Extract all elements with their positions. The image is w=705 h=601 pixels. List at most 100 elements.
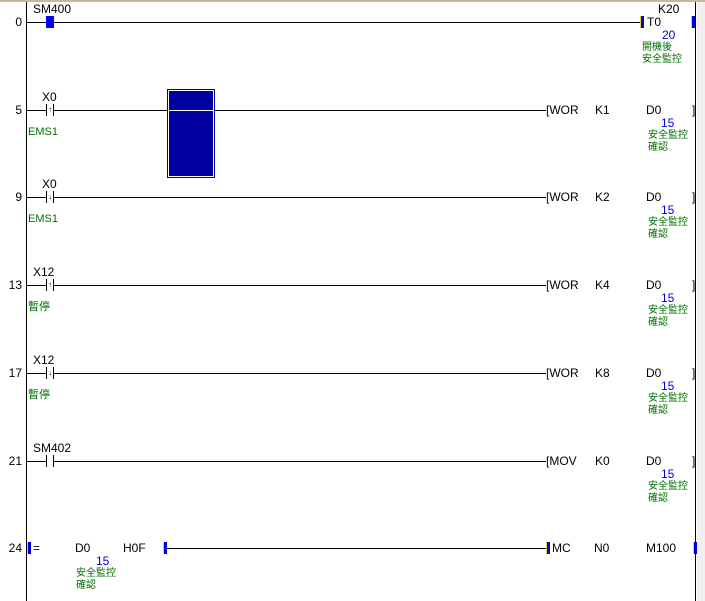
contact-comment: EMS1 bbox=[28, 213, 58, 225]
instruction-op[interactable]: [WOR bbox=[546, 190, 579, 204]
right-power-rail bbox=[695, 2, 696, 601]
device-comment: 安全監控 bbox=[648, 481, 688, 492]
device-comment: 安全監控 bbox=[642, 54, 682, 65]
rising-pulse-icon: ↑ bbox=[48, 280, 52, 289]
device-comment: 確認 bbox=[648, 493, 668, 504]
rung-5[interactable]: 5 X0 ↑ EMS1 [WOR K1 D0 ] 15 安全監控 確認 bbox=[0, 91, 705, 153]
current-value: 15 bbox=[661, 379, 675, 393]
falling-contact[interactable]: ↓ bbox=[46, 367, 54, 379]
rung-13[interactable]: 13 X12 ↑ 暫停 [WOR K4 D0 ] 15 安全監控 確認 bbox=[0, 266, 705, 328]
instruction-operand[interactable]: K2 bbox=[595, 190, 610, 204]
current-value: 20 bbox=[662, 28, 676, 42]
wire bbox=[167, 548, 546, 549]
instruction-operand[interactable]: D0 bbox=[646, 103, 662, 117]
contact-cursor[interactable] bbox=[46, 16, 54, 28]
vertical-scrollbar[interactable] bbox=[697, 2, 705, 601]
device-comment: 安全監控 bbox=[648, 305, 688, 316]
current-value: 15 bbox=[661, 116, 675, 130]
step-number: 17 bbox=[8, 366, 22, 380]
device-comment: 確認 bbox=[648, 142, 668, 153]
device-comment: 安全監控 bbox=[648, 217, 688, 228]
compare-operand-b[interactable]: H0F bbox=[123, 541, 146, 555]
falling-pulse-icon: ↓ bbox=[48, 192, 52, 201]
device-comment: 確認 bbox=[648, 317, 668, 328]
instruction-operand[interactable]: K8 bbox=[595, 366, 610, 380]
rung-17[interactable]: 17 X12 ↓ 暫停 [WOR K8 D0 ] 15 安全監控 確認 bbox=[0, 354, 705, 416]
instruction-op[interactable]: MC bbox=[552, 541, 571, 555]
step-number: 0 bbox=[15, 15, 22, 29]
current-value: 15 bbox=[661, 467, 675, 481]
coil-setting: K20 bbox=[658, 2, 680, 16]
device-comment: 確認 bbox=[648, 229, 668, 240]
rising-contact[interactable]: ↑ bbox=[46, 104, 54, 116]
device-comment: 安全監控 bbox=[76, 568, 116, 579]
instr-close-bracket: ] bbox=[692, 454, 696, 468]
compare-open-bracket bbox=[27, 542, 31, 554]
instruction-operand[interactable]: K1 bbox=[595, 103, 610, 117]
contact-label: X0 bbox=[42, 177, 57, 191]
normal-contact[interactable] bbox=[46, 455, 54, 467]
rung-21[interactable]: 21 SM402 [MOV K0 D0 ] 15 安全監控 確認 bbox=[0, 442, 705, 504]
device-comment: 安全監控 bbox=[648, 393, 688, 404]
step-number: 13 bbox=[8, 278, 22, 292]
contact-comment: 暫停 bbox=[28, 301, 50, 313]
wire bbox=[27, 285, 546, 286]
compare-close-bracket bbox=[163, 542, 167, 554]
step-number: 5 bbox=[15, 103, 22, 117]
wire bbox=[27, 22, 641, 23]
falling-pulse-icon: ↓ bbox=[48, 368, 52, 377]
instruction-op[interactable]: [MOV bbox=[546, 454, 577, 468]
wire bbox=[27, 373, 546, 374]
selection-cursor[interactable] bbox=[167, 89, 215, 178]
step-number: 9 bbox=[15, 190, 22, 204]
rung-0[interactable]: 0 SM400 T0 K20 20 開機後 安全監控 bbox=[0, 3, 705, 65]
device-comment: 開機後 bbox=[642, 42, 672, 53]
device-comment: 確認 bbox=[648, 405, 668, 416]
instruction-operand[interactable]: D0 bbox=[646, 278, 662, 292]
contact-label: SM402 bbox=[33, 441, 72, 455]
coil-close-bracket bbox=[691, 16, 695, 28]
instr-close-bracket bbox=[693, 542, 697, 554]
instruction-operand[interactable]: N0 bbox=[594, 541, 610, 555]
left-power-rail bbox=[26, 2, 27, 601]
instr-close-bracket: ] bbox=[692, 190, 696, 204]
wire bbox=[27, 110, 546, 111]
falling-contact[interactable]: ↓ bbox=[46, 191, 54, 203]
step-number: 24 bbox=[8, 541, 22, 555]
instruction-operand[interactable]: K4 bbox=[595, 278, 610, 292]
contact-label: X0 bbox=[42, 90, 57, 104]
wire bbox=[27, 197, 546, 198]
device-comment: 安全監控 bbox=[648, 130, 688, 141]
contact-label: X12 bbox=[33, 265, 55, 279]
instruction-operand[interactable]: D0 bbox=[646, 454, 662, 468]
instr-close-bracket: ] bbox=[692, 103, 696, 117]
rung-24[interactable]: 24 = D0 H0F 15 安全監控 確認 MC N0 M100 bbox=[0, 542, 705, 591]
rising-pulse-icon: ↑ bbox=[48, 105, 52, 114]
compare-operand-a[interactable]: D0 bbox=[75, 541, 91, 555]
step-number: 21 bbox=[8, 454, 22, 468]
coil-open-bracket bbox=[640, 16, 644, 28]
compare-operator: = bbox=[33, 541, 41, 555]
contact-comment: 暫停 bbox=[28, 389, 50, 401]
wire bbox=[27, 461, 546, 462]
instruction-operand[interactable]: M100 bbox=[646, 541, 677, 555]
instr-open-bracket bbox=[546, 542, 550, 554]
rung-9[interactable]: 9 X0 ↓ EMS1 [WOR K2 D0 ] 15 安全監控 確認 bbox=[0, 178, 705, 240]
instruction-op[interactable]: [WOR bbox=[546, 103, 579, 117]
current-value: 15 bbox=[661, 291, 675, 305]
instruction-op[interactable]: [WOR bbox=[546, 366, 579, 380]
current-value: 15 bbox=[661, 203, 675, 217]
instruction-operand[interactable]: D0 bbox=[646, 190, 662, 204]
contact-label: SM400 bbox=[33, 2, 72, 16]
instr-close-bracket: ] bbox=[692, 278, 696, 292]
contact-comment: EMS1 bbox=[28, 126, 58, 138]
device-comment: 確認 bbox=[76, 580, 96, 591]
rising-contact[interactable]: ↑ bbox=[46, 279, 54, 291]
instruction-operand[interactable]: K0 bbox=[595, 454, 610, 468]
window-top-border bbox=[0, 0, 705, 2]
coil-device[interactable]: T0 bbox=[647, 15, 662, 29]
instruction-operand[interactable]: D0 bbox=[646, 366, 662, 380]
contact-label: X12 bbox=[33, 353, 55, 367]
current-value: 15 bbox=[96, 554, 110, 568]
instruction-op[interactable]: [WOR bbox=[546, 278, 579, 292]
